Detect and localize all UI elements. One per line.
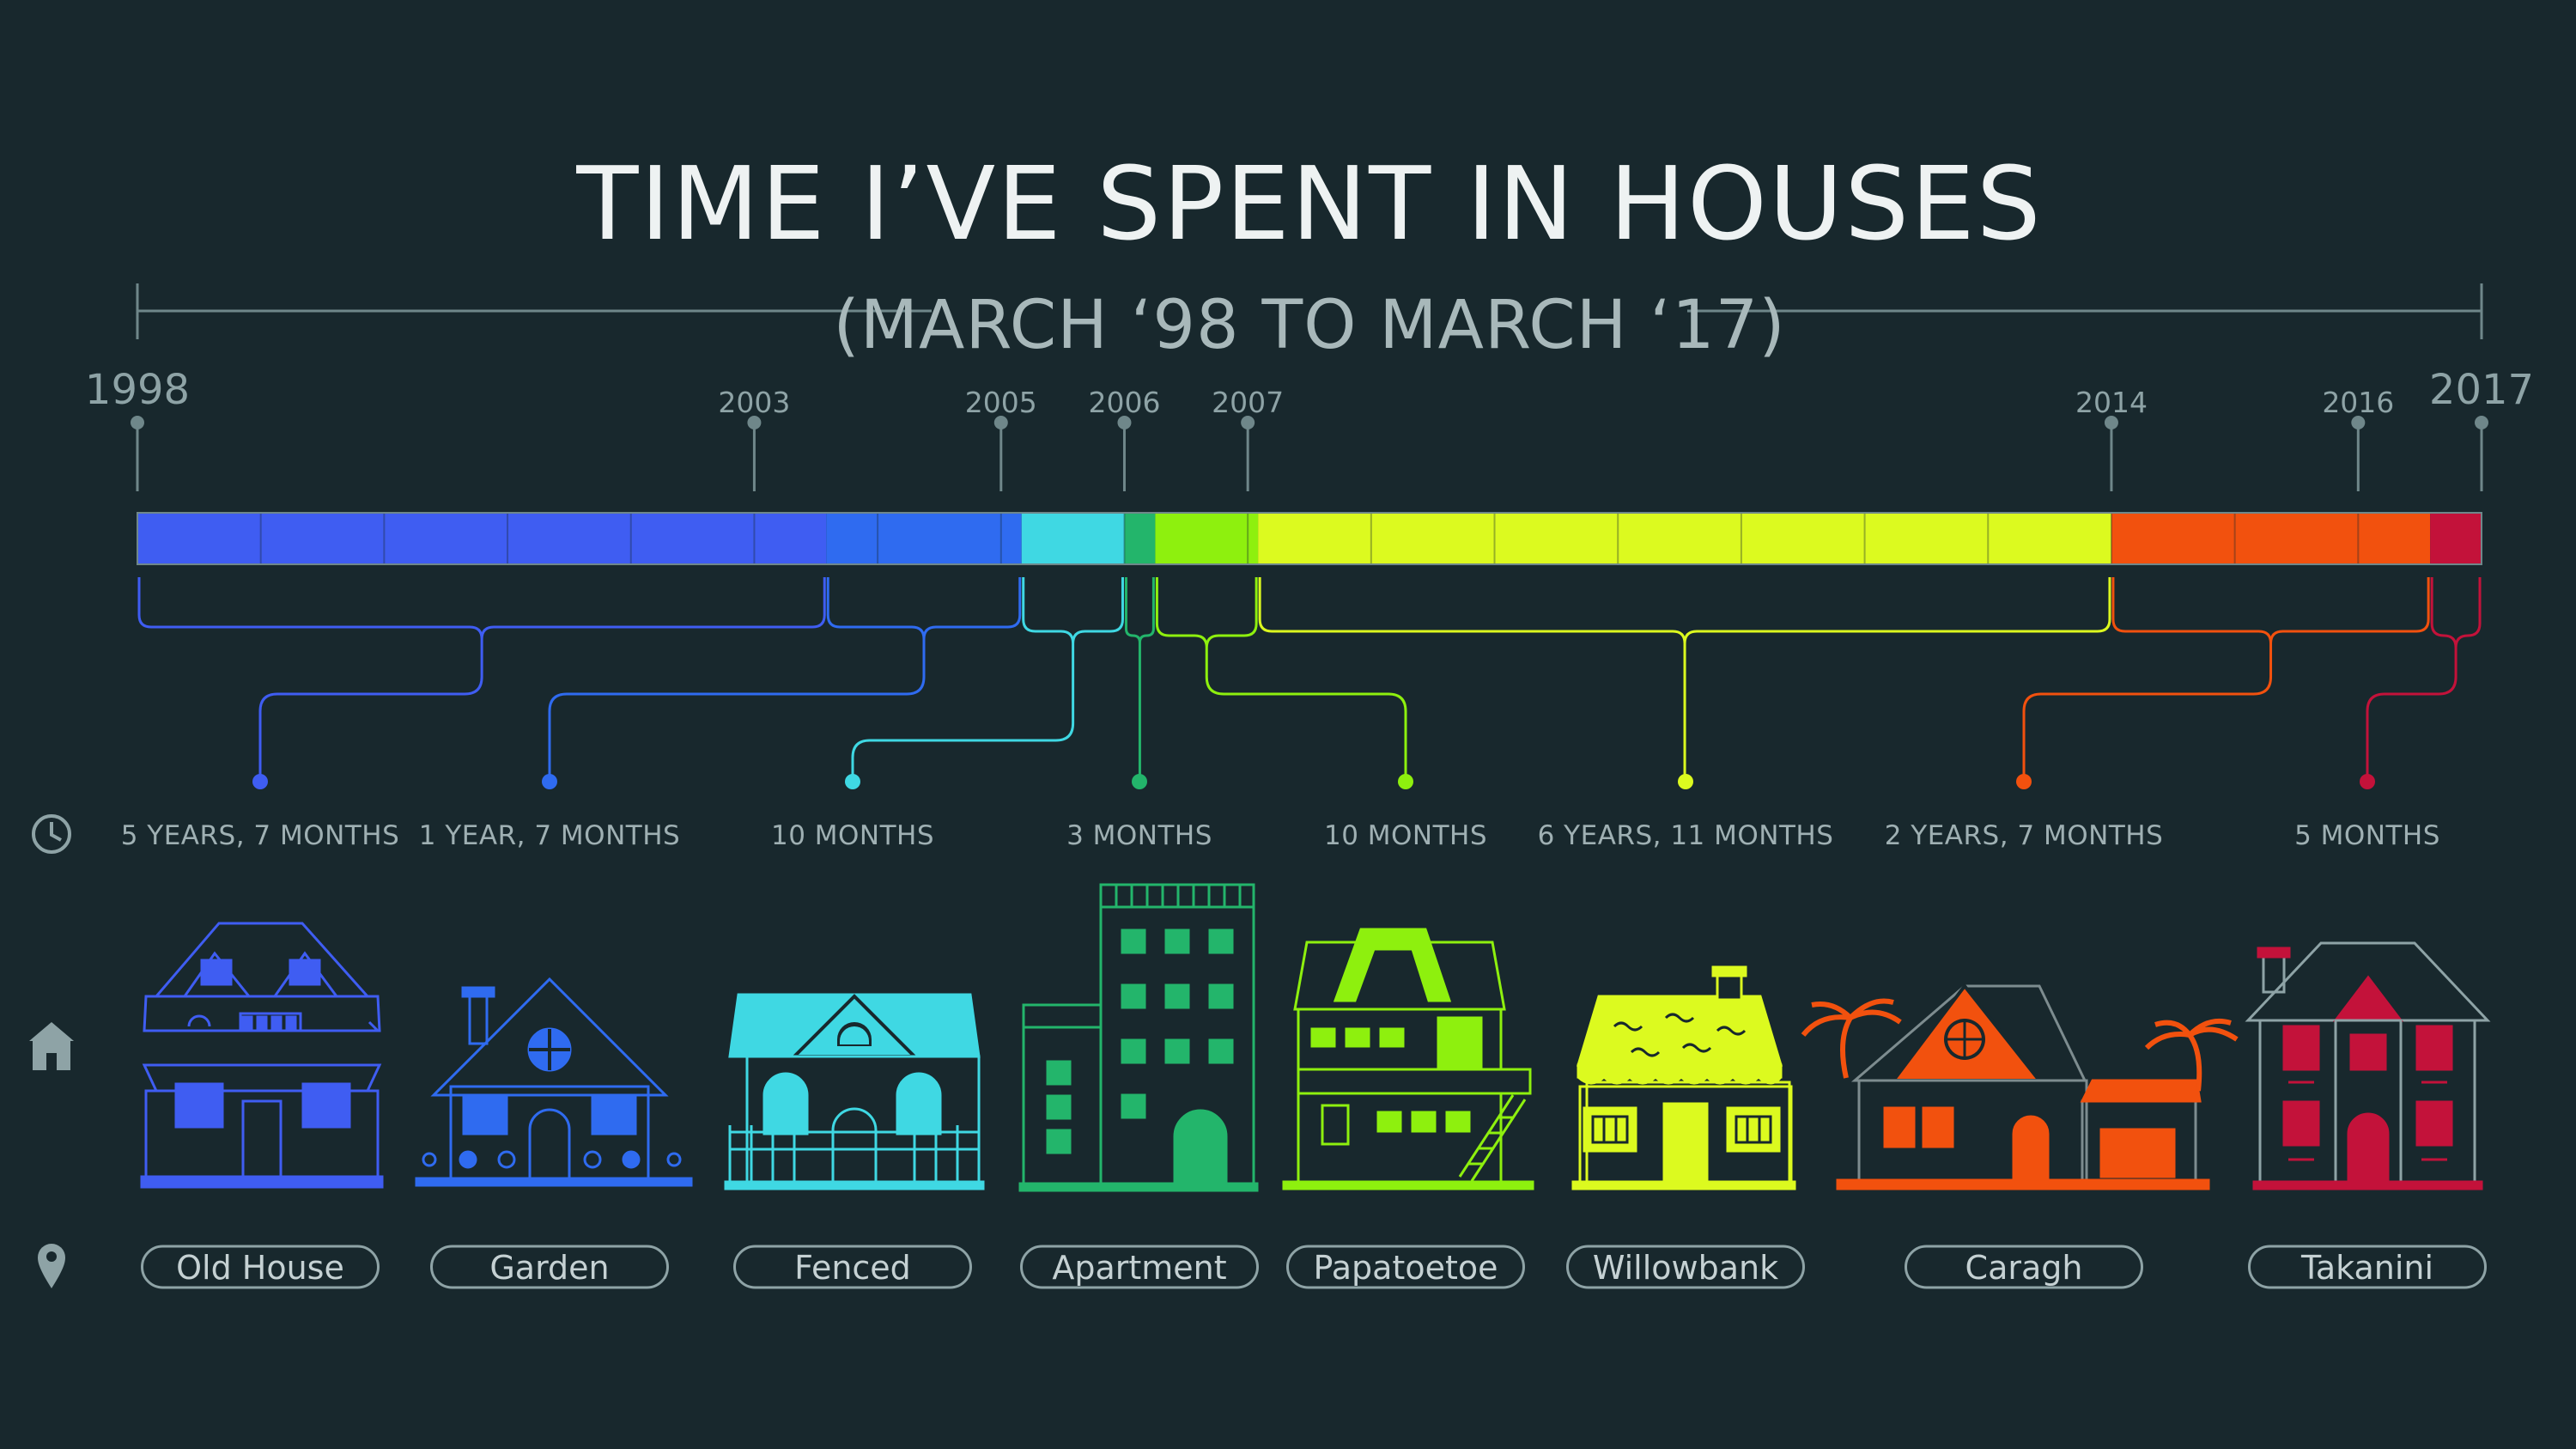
location-pill <box>1020 1245 1259 1289</box>
duration-dot <box>2016 774 2032 789</box>
year-tick-label: 2005 <box>965 386 1037 419</box>
bar-segment-fenced <box>1021 513 1125 564</box>
year-tick-dot <box>2351 416 2366 429</box>
duration-labels: 5 YEARS, 7 MONTHS 1 YEAR, 7 MONTHS 10 MONT… <box>121 820 2440 851</box>
year-tick-dot <box>993 416 1008 429</box>
duration-connector <box>258 639 483 782</box>
duration-dot <box>845 774 860 789</box>
caragh-house-illustration <box>1801 983 2239 1190</box>
location-label: Takanini <box>2300 1249 2433 1287</box>
location-label: Papatoetoe <box>1314 1249 1498 1287</box>
location-label: Willowbank <box>1593 1249 1778 1287</box>
duration-brace <box>1155 577 1258 648</box>
year-tick-dot <box>1117 416 1132 429</box>
year-tick-label: 2017 <box>2429 366 2534 414</box>
bar-segment-apartment <box>1124 513 1156 564</box>
year-tick-label: 2007 <box>1212 386 1284 419</box>
duration-brace <box>2430 577 2482 648</box>
chart-title: TIME I’VE SPENT IN HOUSES <box>575 144 2042 263</box>
chart-subtitle: (MARCH ‘98 TO MARCH ‘17) <box>833 287 1785 364</box>
duration-dot <box>252 774 268 789</box>
location-label: Garden <box>489 1249 609 1287</box>
duration-brace <box>1258 577 2111 644</box>
garden-house-illustration <box>415 977 693 1187</box>
duration-dot <box>2360 774 2375 789</box>
year-tick-dot <box>131 416 144 429</box>
year-tick-label: 2003 <box>718 386 790 419</box>
duration-dot <box>1398 774 1413 789</box>
bar-segment-garden <box>826 513 1022 564</box>
duration-braces <box>137 577 2482 789</box>
duration-brace <box>1124 577 1155 643</box>
location-label: Caragh <box>1965 1249 2083 1287</box>
location-pill <box>430 1245 669 1289</box>
duration-connector <box>851 643 1075 782</box>
year-tick-label: 2014 <box>2075 386 2148 419</box>
location-pill <box>1566 1245 1805 1289</box>
location-labels: Old House Garden Fenced Apartment Papatoetoe… <box>141 1245 2487 1289</box>
timeline-bar <box>137 512 2482 565</box>
clock-icon <box>32 814 71 854</box>
location-pill <box>733 1245 972 1289</box>
duration-brace <box>2111 577 2430 644</box>
year-tick-label: 2006 <box>1088 386 1160 419</box>
duration-label: 10 MONTHS <box>1324 820 1487 851</box>
bar-outline <box>137 512 2482 565</box>
location-label: Apartment <box>1052 1249 1226 1287</box>
year-tick-dot <box>2104 416 2118 429</box>
duration-dot <box>542 774 557 789</box>
duration-dot <box>1132 774 1147 789</box>
house-icon <box>29 1022 74 1070</box>
duration-label: 2 YEARS, 7 MONTHS <box>1885 820 2164 851</box>
duration-label: 10 MONTHS <box>771 820 934 851</box>
location-pin-icon <box>38 1244 65 1288</box>
location-label: Fenced <box>794 1249 911 1287</box>
location-pill <box>141 1245 380 1289</box>
year-tick-dot <box>747 416 762 429</box>
year-axis: 1998 2003 2005 2006 2007 2014 2016 2017 <box>85 366 2534 491</box>
location-pill <box>1286 1245 1525 1289</box>
takanini-house-illustration <box>2245 941 2491 1190</box>
year-tick-dot <box>1241 416 1255 429</box>
duration-connector <box>548 639 926 782</box>
duration-dot <box>1678 774 1693 789</box>
year-tick-label: 1998 <box>85 366 190 414</box>
duration-label: 5 MONTHS <box>2294 820 2440 851</box>
location-label: Old House <box>176 1249 344 1287</box>
year-tick-label: 2016 <box>2322 386 2394 419</box>
duration-label: 6 YEARS, 11 MONTHS <box>1538 820 1834 851</box>
duration-brace <box>1022 577 1124 644</box>
duration-brace <box>137 577 826 640</box>
fenced-house-illustration <box>724 993 985 1190</box>
old-house-illustration <box>140 922 384 1189</box>
apartment-illustration <box>1018 883 1259 1192</box>
duration-label: 3 MONTHS <box>1066 820 1212 851</box>
bar-segment-takanini <box>2430 513 2482 564</box>
willowbank-house-illustration <box>1571 965 1796 1190</box>
bar-segment-old-house <box>137 513 827 564</box>
location-pill <box>1905 1245 2143 1289</box>
bar-segment-papatoetoe <box>1155 513 1259 564</box>
papatoetoe-house-illustration <box>1282 928 1534 1190</box>
location-pill <box>2248 1245 2487 1289</box>
duration-connector <box>2022 643 2273 782</box>
duration-label: 5 YEARS, 7 MONTHS <box>121 820 400 851</box>
range-bracket <box>136 283 2483 339</box>
duration-connector <box>1205 648 1407 782</box>
bar-segment-willowbank <box>1258 513 2111 564</box>
bar-segment-caragh <box>2111 513 2431 564</box>
duration-label: 1 YEAR, 7 MONTHS <box>419 820 680 851</box>
duration-brace <box>826 577 1022 640</box>
duration-connector <box>2366 647 2458 782</box>
year-tick-dot <box>2475 416 2488 429</box>
